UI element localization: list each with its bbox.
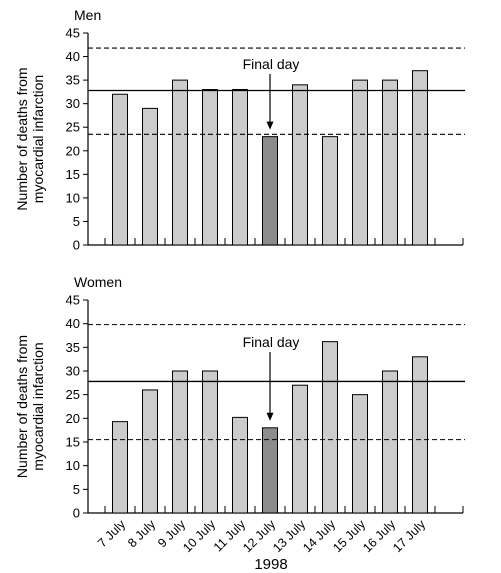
y-tick-label: 15 bbox=[66, 167, 80, 182]
bar-15-july bbox=[352, 79, 368, 246]
y-axis-label: myocardial infarction bbox=[30, 75, 46, 203]
y-axis-label: Number of deaths from bbox=[14, 335, 30, 478]
x-axis-label: 1998 bbox=[254, 556, 287, 573]
bar-11-july bbox=[232, 89, 248, 246]
x-category-label: 8 July bbox=[125, 517, 159, 551]
bar-10-july bbox=[202, 89, 218, 246]
final-day-annotation: Final day bbox=[243, 56, 300, 72]
y-tick-label: 30 bbox=[66, 364, 80, 379]
bar-12-july bbox=[262, 427, 278, 514]
bar-13-july bbox=[292, 84, 308, 246]
bar-14-july bbox=[322, 136, 338, 246]
bar-17-july bbox=[412, 70, 428, 246]
y-tick-label: 30 bbox=[66, 96, 80, 111]
y-axis-label: Number of deaths from bbox=[14, 67, 30, 210]
y-tick-label: 20 bbox=[66, 411, 80, 426]
y-axis-label: myocardial infarction bbox=[30, 342, 46, 470]
bar-16-july bbox=[382, 79, 398, 246]
y-tick-label: 0 bbox=[73, 238, 80, 253]
bar-7-july bbox=[112, 421, 128, 514]
x-category-label: 16 July bbox=[360, 517, 398, 555]
y-tick-label: 45 bbox=[66, 26, 80, 41]
final-day-arrow-head bbox=[266, 121, 274, 130]
y-tick-label: 5 bbox=[73, 214, 80, 229]
y-tick-label: 35 bbox=[66, 340, 80, 355]
y-tick-label: 25 bbox=[66, 387, 80, 402]
x-category-label: 10 July bbox=[180, 517, 218, 555]
y-tick-label: 10 bbox=[66, 458, 80, 473]
y-tick-label: 20 bbox=[66, 143, 80, 158]
bar-8-july bbox=[142, 389, 158, 514]
y-tick-label: 0 bbox=[73, 506, 80, 521]
y-tick-label: 35 bbox=[66, 73, 80, 88]
bar-9-july bbox=[172, 370, 188, 514]
x-category-label: 17 July bbox=[390, 517, 428, 555]
y-tick-label: 40 bbox=[66, 49, 80, 64]
bar-17-july bbox=[412, 356, 428, 514]
bar-7-july bbox=[112, 93, 128, 246]
y-tick-label: 45 bbox=[66, 293, 80, 308]
bar-15-july bbox=[352, 394, 368, 514]
panel-men: Men Number of deaths from myocardial infar… bbox=[14, 7, 465, 253]
bar-12-july bbox=[262, 136, 278, 246]
panel-title: Women bbox=[74, 274, 122, 290]
bar-16-july bbox=[382, 370, 398, 514]
bar-11-july bbox=[232, 416, 248, 514]
y-tick-label: 5 bbox=[73, 482, 80, 497]
final-day-annotation: Final day bbox=[243, 334, 300, 350]
bar-10-july bbox=[202, 370, 218, 514]
y-tick-label: 40 bbox=[66, 316, 80, 331]
panel-title: Men bbox=[74, 7, 101, 23]
panel-women: Women Number of deaths from myocardial inf… bbox=[14, 274, 465, 521]
bar-14-july bbox=[322, 341, 338, 514]
x-category-label: 15 July bbox=[330, 517, 368, 555]
y-tick-label: 10 bbox=[66, 190, 80, 205]
final-day-arrow-head bbox=[266, 412, 274, 421]
x-category-label: 12 July bbox=[240, 517, 278, 555]
bar-9-july bbox=[172, 79, 188, 246]
x-category-label: 13 July bbox=[270, 517, 308, 555]
y-tick-label: 15 bbox=[66, 435, 80, 450]
x-category-label: 7 July bbox=[95, 517, 129, 551]
bar-8-july bbox=[142, 107, 158, 246]
y-tick-label: 25 bbox=[66, 120, 80, 135]
x-category-label: 14 July bbox=[300, 517, 338, 555]
bar-13-july bbox=[292, 384, 308, 514]
